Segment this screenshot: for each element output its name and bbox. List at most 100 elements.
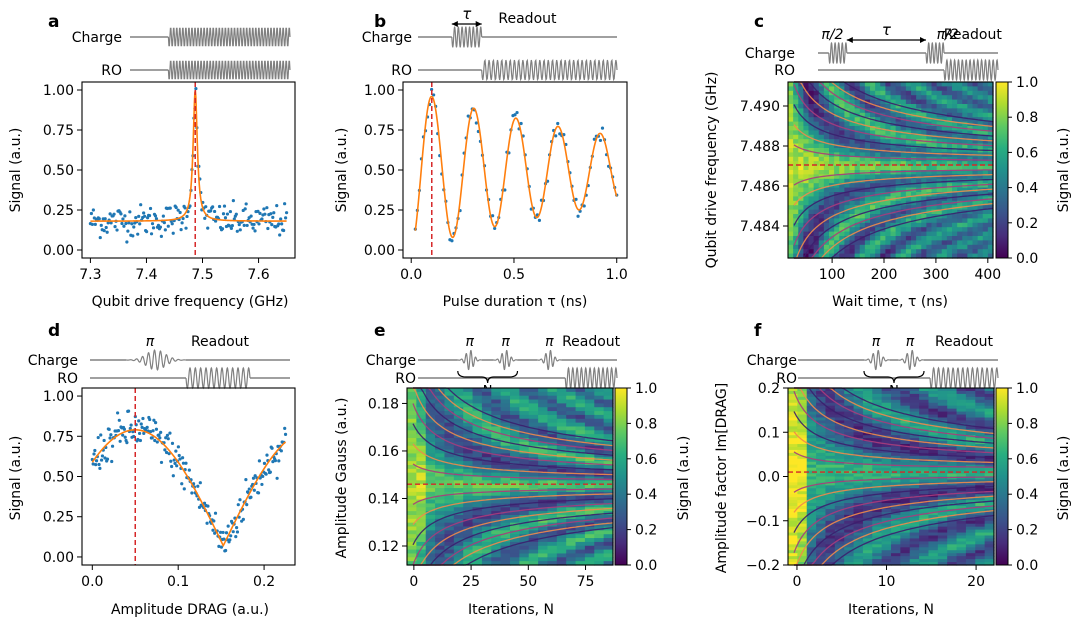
heatmap-cell: [603, 480, 614, 485]
heatmap-cell: [937, 517, 948, 522]
heatmap-cell: [900, 529, 911, 534]
data-point: [217, 204, 222, 209]
y-tick-label: 0.1: [758, 425, 780, 441]
heatmap-cell: [556, 480, 567, 485]
heatmap-cell: [972, 196, 979, 202]
heatmap-cell: [834, 485, 845, 489]
heatmap-cell: [806, 449, 817, 454]
data-point: [209, 209, 213, 213]
heatmap-cell: [444, 553, 455, 558]
heatmap-cell: [947, 417, 958, 422]
heatmap-cell: [844, 485, 855, 489]
heatmap-cell: [916, 86, 922, 92]
heatmap-cell: [481, 449, 492, 455]
heatmap-cell: [816, 544, 827, 548]
heatmap-cell: [547, 495, 558, 501]
heatmap-cell: [921, 95, 927, 101]
heatmap-cell: [916, 227, 922, 233]
heatmap-cell: [463, 507, 474, 512]
heatmap-cell: [816, 420, 827, 424]
data-point: [118, 439, 122, 443]
data-point: [154, 427, 159, 431]
data-point: [280, 222, 284, 226]
contour-line: [794, 81, 994, 142]
heatmap-cell: [862, 497, 873, 501]
heatmap-cell: [797, 420, 808, 424]
heatmap-cell: [519, 422, 530, 428]
heatmap-cell: [900, 126, 907, 131]
data-point: [238, 498, 242, 502]
schematic-pulse: [863, 349, 891, 371]
heatmap-cell: [556, 549, 567, 555]
heatmap-cell: [813, 178, 820, 184]
schematic-row-label: RO: [774, 63, 795, 79]
heatmap-cell: [808, 143, 815, 149]
heatmap-cell: [937, 411, 948, 416]
heatmap-cell: [829, 227, 835, 233]
heatmap-cell: [844, 396, 855, 401]
heatmap-cell: [936, 209, 943, 215]
heatmap-cell: [472, 426, 483, 431]
heatmap-cell: [829, 82, 835, 87]
heatmap-cell: [481, 553, 492, 558]
heatmap-cell: [834, 99, 840, 105]
heatmap-cell: [936, 82, 943, 87]
heatmap-cell: [547, 449, 558, 455]
heatmap-cell: [556, 403, 567, 408]
heatmap-cell: [566, 553, 577, 558]
heatmap-cell: [416, 414, 427, 420]
heatmap-cell: [891, 547, 901, 551]
heatmap-cell: [854, 227, 861, 233]
heatmap-cell: [844, 143, 851, 149]
heatmap-cell: [453, 538, 464, 543]
heatmap-cell: [444, 522, 455, 528]
heatmap-cell: [584, 441, 595, 447]
schematic-annotation: Readout: [944, 27, 1003, 43]
heatmap-cell: [481, 430, 492, 435]
heatmap-cell: [909, 535, 920, 540]
heatmap-cell: [435, 468, 446, 474]
heatmap-cell: [900, 396, 911, 401]
heatmap-cell: [956, 529, 967, 534]
heatmap-cell: [972, 218, 979, 224]
heatmap-cell: [984, 532, 995, 537]
heatmap-cell: [788, 152, 794, 158]
heatmap-cell: [890, 95, 897, 101]
heatmap-cell: [839, 139, 845, 145]
heatmap-cell: [975, 562, 986, 566]
heatmap-cell: [885, 231, 892, 237]
heatmap-cell: [956, 500, 967, 504]
heatmap-cell: [977, 170, 984, 175]
heatmap-cell: [885, 82, 892, 87]
heatmap-cell: [603, 445, 614, 451]
data-point: [138, 222, 142, 226]
heatmap-cell: [931, 112, 938, 118]
heatmap-cell: [862, 529, 873, 534]
contour-line: [794, 510, 995, 566]
heatmap-cell: [890, 148, 897, 153]
heatmap-cell: [890, 249, 897, 255]
heatmap-cell: [881, 538, 892, 542]
xlabel-b: Pulse duration τ (ns): [443, 294, 588, 310]
heatmap-cell: [926, 117, 933, 123]
heatmap-cell: [806, 390, 817, 395]
heatmap-cell: [911, 209, 917, 215]
heatmap-cell: [603, 557, 614, 562]
fit-line: [91, 429, 287, 548]
heatmap-cell: [481, 518, 492, 524]
heatmap-cell: [829, 236, 835, 241]
heatmap-cell: [425, 557, 436, 562]
heatmap-cell: [416, 526, 427, 531]
heatmap-cell: [957, 99, 963, 105]
heatmap-cell: [859, 95, 866, 101]
heatmap-cell: [880, 214, 886, 219]
heatmap-cell: [425, 534, 436, 539]
schematic-row-label: Charge: [366, 353, 416, 369]
heatmap-cell: [510, 438, 520, 443]
heatmap-cell: [965, 432, 976, 436]
heatmap-cell: [909, 550, 920, 554]
heatmap-cell: [881, 523, 892, 528]
heatmap-cell: [500, 499, 511, 505]
heatmap-cell: [788, 479, 798, 483]
